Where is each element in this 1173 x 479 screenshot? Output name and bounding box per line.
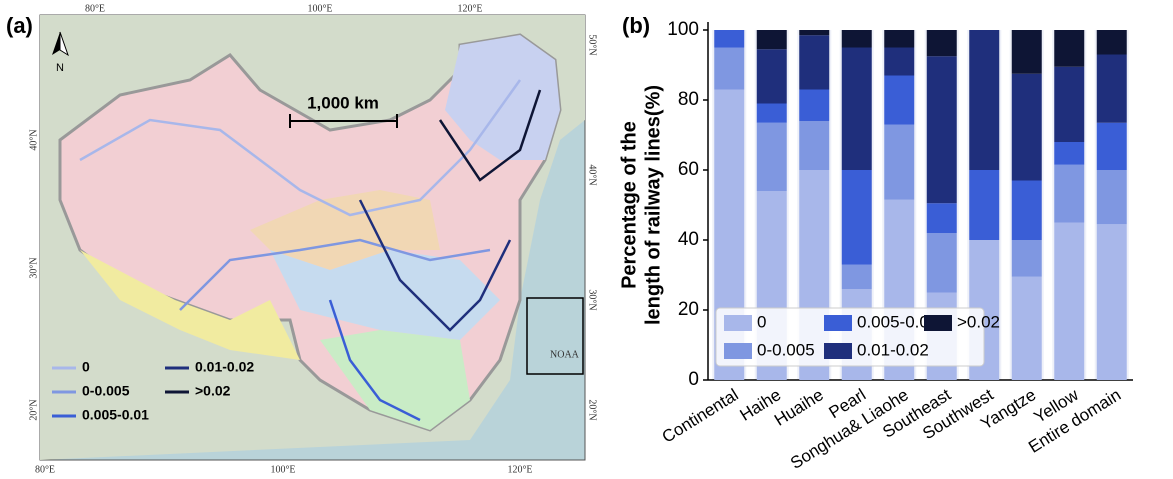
bar-segment	[927, 203, 957, 233]
bar-segment	[757, 104, 787, 123]
lat-label: 50°N	[587, 34, 598, 55]
lon-label: 120°E	[507, 464, 532, 475]
lat-label: 30°N	[587, 289, 598, 310]
figure: NOAA 1,000 km N (a) (b) 0 20 40 60 80 100 Perce…	[0, 0, 1173, 479]
y-axis-label: length of railway lines(%)	[642, 85, 664, 325]
bar-segment	[1097, 30, 1127, 55]
y-tick-label: 80	[678, 89, 699, 110]
bar-segment	[969, 30, 999, 170]
bar-segment	[1097, 123, 1127, 170]
bar-segment	[884, 48, 914, 76]
lat-label: 30°N	[28, 257, 39, 278]
bar-segment	[884, 30, 914, 48]
bar-segment	[842, 48, 872, 171]
panel-label: (a)	[6, 13, 33, 38]
y-tick-label: 60	[678, 159, 699, 180]
legend-label: >0.02	[957, 312, 1000, 331]
bar-segment	[1012, 30, 1042, 74]
bar-segment	[1097, 55, 1127, 123]
bar-segment	[1012, 181, 1042, 241]
bar-segment	[884, 76, 914, 125]
bar-segment	[1054, 165, 1084, 223]
y-tick-label: 20	[678, 299, 699, 320]
bar-segment	[842, 170, 872, 265]
bar-segment	[799, 121, 829, 170]
legend-label: 0-0.005	[82, 383, 130, 399]
bar-segment	[927, 233, 957, 293]
north-label: N	[56, 62, 64, 74]
legend-swatch	[924, 315, 952, 331]
bar-segment	[842, 30, 872, 48]
bar-segment	[714, 48, 744, 90]
lat-label: 40°N	[28, 129, 39, 150]
legend-swatch	[724, 315, 752, 331]
legend-label: 0.005-0.01	[82, 407, 149, 423]
bar-segment	[1097, 170, 1127, 224]
y-tick-label: 100	[667, 19, 699, 40]
lat-label: 20°N	[28, 399, 39, 420]
bar-segment	[1097, 224, 1127, 380]
lat-label: 20°N	[587, 399, 598, 420]
bar-segment	[1012, 74, 1042, 181]
bar-segment	[1012, 240, 1042, 277]
legend-swatch	[724, 343, 752, 359]
bar-segment	[799, 90, 829, 122]
lon-label: 80°E	[85, 3, 105, 14]
legend-swatch	[824, 343, 852, 359]
bar-segment	[927, 30, 957, 56]
bar-segment	[884, 125, 914, 200]
legend-label: >0.02	[195, 383, 231, 399]
bar-segment	[927, 56, 957, 203]
x-tick-label: Huaihe	[771, 385, 827, 430]
bar-segment	[1054, 30, 1084, 67]
lon-label: 120°E	[457, 3, 482, 14]
legend-label: 0.01-0.02	[195, 359, 254, 375]
y-tick-label: 0	[688, 369, 699, 390]
bar-segment	[714, 30, 744, 48]
panel-label: (b)	[622, 13, 650, 38]
x-tick-label: Continental	[659, 385, 742, 447]
bar-segment	[1054, 142, 1084, 165]
bar-segment	[757, 49, 787, 103]
lon-label: 100°E	[307, 3, 332, 14]
bar-segment	[757, 123, 787, 191]
bar-segment	[799, 30, 829, 35]
scale-label: 1,000 km	[307, 93, 379, 112]
bar-segment	[842, 265, 872, 290]
bar-segment	[1012, 277, 1042, 380]
legend-label: 0	[82, 359, 90, 375]
bar-segment	[1054, 67, 1084, 142]
legend-label: 0	[757, 312, 766, 331]
bar-segment	[1054, 223, 1084, 381]
bar-segment	[799, 35, 829, 89]
inset-note: NOAA	[550, 349, 580, 360]
lon-label: 80°E	[35, 464, 55, 475]
lon-label: 100°E	[270, 464, 295, 475]
y-tick-label: 40	[678, 229, 699, 250]
legend-label: 0.01-0.02	[857, 340, 929, 359]
bar-segment	[757, 30, 787, 49]
inset	[527, 298, 583, 374]
bar-segment	[969, 170, 999, 240]
y-axis-label: Percentage of the	[618, 121, 640, 289]
legend-label: 0-0.005	[757, 340, 815, 359]
lat-label: 40°N	[587, 164, 598, 185]
legend-swatch	[824, 315, 852, 331]
